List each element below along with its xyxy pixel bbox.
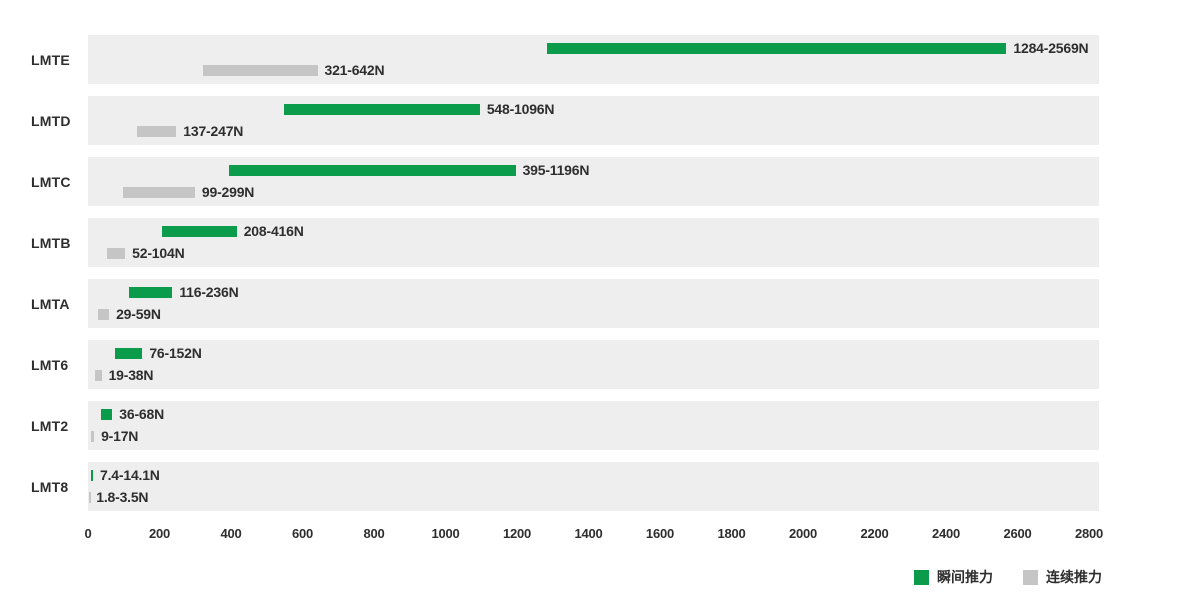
category-label: LMT8 [31,478,69,495]
x-tick-label: 2200 [860,526,889,541]
continuous-thrust-bar [91,431,95,442]
instant-thrust-bar [547,43,1007,54]
chart-row: LMT2 36-68N 9-17N [0,401,1201,450]
x-tick-label: 2800 [1074,526,1104,541]
continuous-thrust-bar [94,370,102,381]
continuous-thrust-range-label: 99-299N [201,184,255,200]
chart-row: LMTD 548-1096N 137-247N [0,96,1201,145]
row-band: 116-236N 29-59N [88,279,1099,328]
legend: 瞬间推力 连续推力 [914,567,1102,587]
continuous-thrust-bar [88,492,91,503]
row-band: 7.4-14.1N 1.8-3.5N [88,462,1099,511]
x-tick-label: 0 [84,526,92,541]
x-tick-label: 600 [291,526,314,541]
continuous-thrust-range-label: 321-642N [324,62,385,78]
instant-thrust-range-label: 7.4-14.1N [100,467,160,483]
category-label: LMTB [31,234,71,251]
continuous-thrust-bar [202,65,318,76]
x-tick-label: 2000 [788,526,818,541]
legend-item-instant-thrust: 瞬间推力 [914,567,993,587]
instant-thrust-range-label: 208-416N [243,223,304,239]
continuous-thrust-range-label: 19-38N [108,367,154,383]
instant-thrust-bar [100,409,113,420]
instant-thrust-bar [115,348,143,359]
continuous-thrust-range-label: 52-104N [132,245,185,261]
instant-thrust-bar [283,104,480,115]
chart-row: LMT6 76-152N 19-38N [0,340,1201,389]
continuous-thrust-range-label: 9-17N [101,428,139,444]
instant-thrust-bar [90,470,94,481]
x-tick-label: 1400 [574,526,603,541]
instant-thrust-range-label: 116-236N [179,284,239,300]
continuous-thrust-swatch-icon [1023,569,1038,585]
row-band: 395-1196N 99-299N [88,157,1099,206]
instant-thrust-bar [129,287,173,298]
instant-thrust-bar [162,226,237,237]
instant-thrust-swatch-icon [914,569,929,585]
instant-thrust-range-label: 36-68N [119,406,165,422]
chart-row: LMTB 208-416N 52-104N [0,218,1201,267]
x-tick-label: 200 [148,526,171,541]
row-band: 208-416N 52-104N [88,218,1099,267]
row-band: 36-68N 9-17N [88,401,1099,450]
legend-item-continuous-thrust: 连续推力 [1023,567,1102,587]
continuous-thrust-bar [98,309,110,320]
continuous-thrust-range-label: 137-247N [183,123,244,139]
x-tick-label: 1600 [645,526,675,541]
continuous-thrust-range-label: 29-59N [116,306,161,322]
x-tick-label: 1000 [431,526,460,541]
row-band: 548-1096N 137-247N [88,96,1099,145]
category-label: LMT6 [31,356,69,373]
chart-row: LMTA 116-236N 29-59N [0,279,1201,328]
category-label: LMTE [31,51,70,68]
instant-thrust-range-label: 395-1196N [522,162,590,178]
category-label: LMTA [31,295,70,312]
x-tick-label: 400 [220,526,242,541]
thrust-range-chart: LMTE 1284-2569N 321-642N LMTD 548-1096N 137-2… [0,35,1201,511]
category-label: LMTD [31,112,71,129]
row-band: 76-152N 19-38N [88,340,1099,389]
legend-label: 连续推力 [1046,569,1102,585]
chart-row: LMTC 395-1196N 99-299N [0,157,1201,206]
instant-thrust-range-label: 1284-2569N [1013,40,1089,56]
continuous-thrust-range-label: 1.8-3.5N [96,489,149,505]
continuous-thrust-bar [106,248,126,259]
chart-row: LMTE 1284-2569N 321-642N [0,35,1201,84]
x-tick-label: 2400 [931,526,961,541]
continuous-thrust-bar [136,126,177,137]
category-label: LMTC [31,173,71,190]
instant-thrust-range-label: 548-1096N [486,101,555,117]
continuous-thrust-bar [123,187,195,198]
chart-row: LMT8 7.4-14.1N 1.8-3.5N [0,462,1201,511]
x-axis: 0 200 400 600 800 1000 1200 1400 1600 1800 2000 220… [84,526,1103,542]
row-band: 1284-2569N 321-642N [88,35,1099,84]
category-label: LMT2 [31,417,69,434]
legend-label: 瞬间推力 [937,569,993,585]
x-tick-label: 2600 [1003,526,1032,541]
x-tick-label: 1200 [502,526,532,541]
x-tick-label: 1800 [717,526,746,541]
instant-thrust-bar [229,165,516,176]
x-tick-label: 800 [363,526,385,541]
instant-thrust-range-label: 76-152N [149,345,202,361]
